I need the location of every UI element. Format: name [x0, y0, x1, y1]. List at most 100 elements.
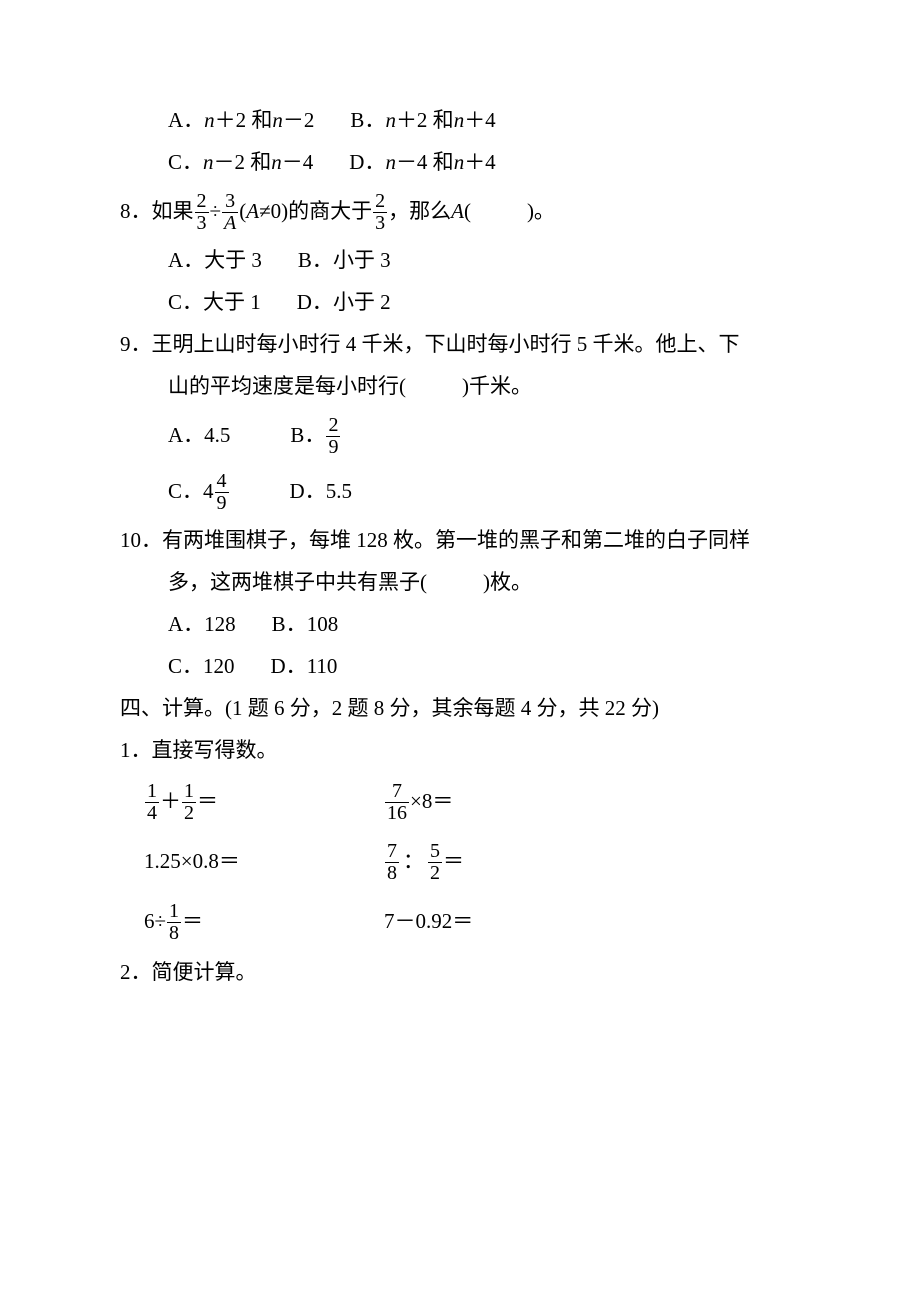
q8-option-a: A． 大于 3	[168, 241, 262, 281]
text: 王明上山时每小时行 4 千米，下山时每小时行 5 千米。他上、下	[152, 325, 740, 365]
option-text: 大于 1	[203, 283, 261, 323]
text: ≠0)的商大于	[259, 192, 372, 232]
sub-number: 1．	[120, 731, 152, 771]
option-text: 108	[307, 605, 339, 645]
option-label: C．	[168, 143, 203, 183]
option-label: D．	[290, 472, 326, 512]
var-n: n	[454, 143, 465, 183]
option-label: B．	[298, 241, 333, 281]
q7-option-b: B． n ＋2 和 n ＋4	[350, 101, 495, 141]
option-label: A．	[168, 605, 204, 645]
q10-option-c: C． 120	[168, 647, 235, 687]
option-label: A．	[168, 241, 204, 281]
calc-3-right: 7－0.92＝	[384, 902, 473, 942]
text: －2	[283, 101, 315, 141]
q8-option-d: D． 小于 2	[297, 283, 391, 323]
calc-row-3: 6÷ 1 8 ＝ 7－0.92＝	[120, 892, 800, 952]
q9-stem-line2: 山的平均速度是每小时行( )千米。	[120, 366, 800, 408]
text: －4	[282, 143, 314, 183]
numerator: 4	[215, 471, 229, 492]
q10-stem-line1: 10． 有两堆围棋子，每堆 128 枚。第一堆的黑子和第二堆的白子同样	[120, 520, 800, 562]
op: ＋	[160, 782, 181, 822]
calc-1-right: 7 16 ×8 ＝	[384, 781, 453, 824]
calc-2-right: 7 8 ： 5 2 ＝	[384, 841, 464, 884]
q10-options-row1: A． 128 B． 108	[120, 604, 800, 646]
section4-sub2-heading: 2． 简便计算。	[120, 952, 800, 994]
numerator: 1	[145, 781, 159, 802]
fraction: 2 3	[373, 191, 387, 234]
section4-sub1-heading: 1． 直接写得数。	[120, 730, 800, 772]
eq: ＝	[182, 902, 203, 942]
sub-number: 2．	[120, 953, 152, 993]
option-text: 大于 3	[204, 241, 262, 281]
q9-options-row2: C． 4 4 9 D． 5.5	[120, 464, 800, 520]
numerator: 2	[326, 415, 340, 436]
sub-title: 直接写得数。	[152, 731, 278, 771]
denominator: 3	[373, 212, 387, 234]
calc-2-left: 1.25×0.8＝	[144, 842, 384, 882]
var-a: A	[451, 192, 464, 232]
text: )。	[527, 192, 555, 232]
option-label: B．	[290, 416, 325, 456]
calc-1-left: 1 4 ＋ 1 2 ＝	[144, 781, 384, 824]
eq: ＝	[197, 782, 218, 822]
op-ratio: ：	[403, 842, 424, 882]
text: 7－0.92＝	[384, 902, 473, 942]
option-label: C．	[168, 472, 203, 512]
op: ×8	[410, 782, 432, 822]
option-label: D．	[349, 143, 385, 183]
section4-heading: 四、计算。(1 题 6 分，2 题 8 分，其余每题 4 分，共 22 分)	[120, 688, 800, 730]
q7-option-d: D． n －4 和 n ＋4	[349, 143, 495, 183]
var-n: n	[272, 101, 283, 141]
q9-option-a: A． 4.5	[168, 416, 230, 456]
fraction: 1 4	[145, 781, 159, 824]
text: 1.25×0.8＝	[144, 842, 240, 882]
option-text: 小于 2	[333, 283, 391, 323]
option-label: B．	[272, 605, 307, 645]
q8-stem: 8． 如果 2 3 ÷ 3 A ( A ≠0)的商大于 2 3 ，那么 A ( …	[120, 184, 800, 240]
option-label: A．	[168, 416, 204, 456]
fraction: 1 8	[167, 901, 181, 944]
q9-option-c: C． 4 4 9	[168, 471, 230, 514]
q7-option-a: A． n ＋2 和 n －2	[168, 101, 314, 141]
text: ＋4	[464, 101, 496, 141]
q9-stem-line1: 9． 王明上山时每小时行 4 千米，下山时每小时行 5 千米。他上、下	[120, 324, 800, 366]
q8-option-c: C． 大于 1	[168, 283, 261, 323]
option-label: A．	[168, 101, 204, 141]
var-n: n	[203, 143, 214, 183]
fraction: 4 9	[215, 471, 229, 514]
q10-option-d: D． 110	[271, 647, 338, 687]
numerator: 7	[390, 781, 404, 802]
fraction: 3 A	[222, 191, 238, 234]
text: ＋2 和	[396, 101, 454, 141]
eq: ＝	[432, 782, 453, 822]
q9-options-row1: A． 4.5 B． 2 9	[120, 408, 800, 464]
q8-option-b: B． 小于 3	[298, 241, 391, 281]
var-n: n	[454, 101, 465, 141]
q7-options-row2: C． n －2 和 n －4 D． n －4 和 n ＋4	[120, 142, 800, 184]
option-text: 5.5	[326, 472, 352, 512]
text: )枚。	[483, 563, 532, 603]
q10-option-a: A． 128	[168, 605, 236, 645]
denominator: 9	[326, 436, 340, 458]
option-text: 110	[307, 647, 338, 687]
option-label: C．	[168, 647, 203, 687]
calc-row-2: 1.25×0.8＝ 7 8 ： 5 2 ＝	[120, 832, 800, 892]
var-n: n	[271, 143, 282, 183]
text: 多，这两堆棋子中共有黑子(	[168, 563, 427, 603]
numerator: 2	[373, 191, 387, 212]
var-a: A	[246, 192, 259, 232]
fraction: 1 2	[182, 781, 196, 824]
denominator: 9	[215, 492, 229, 514]
question-number: 10．	[120, 521, 162, 561]
text: ，那么	[388, 192, 451, 232]
q7-options-row1: A． n ＋2 和 n －2 B． n ＋2 和 n ＋4	[120, 100, 800, 142]
text: －2 和	[214, 143, 272, 183]
q10-options-row2: C． 120 D． 110	[120, 646, 800, 688]
denominator: A	[222, 212, 238, 234]
text: ＋2 和	[215, 101, 273, 141]
op-divide: ÷	[210, 192, 222, 232]
var-n: n	[385, 101, 396, 141]
text: )千米。	[462, 367, 532, 407]
option-label: C．	[168, 283, 203, 323]
